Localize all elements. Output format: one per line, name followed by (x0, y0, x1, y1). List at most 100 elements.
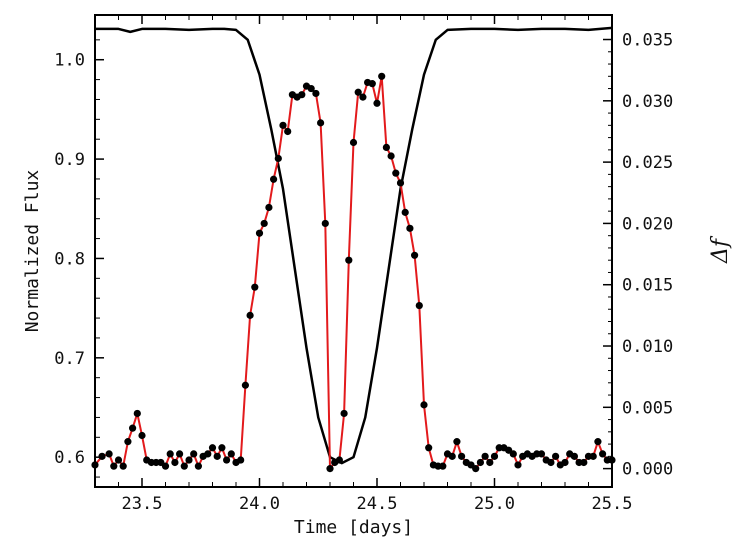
delta-f-data-point (124, 438, 132, 446)
delta-f-data-point (166, 450, 174, 458)
delta-f-data-point (594, 438, 602, 446)
delta-f-data-point (227, 450, 235, 458)
delta-f-data-point (439, 462, 447, 470)
delta-f-data-point (453, 438, 461, 446)
delta-f-data-point (171, 458, 179, 467)
delta-f-data-point (265, 203, 273, 212)
delta-f-data-point (161, 462, 170, 470)
x-axis: 23.5 24.0 24.5 25.0 25.5 (94, 15, 632, 514)
y-right-tick-label: 0.000 (622, 460, 673, 480)
y-right-tick-label: 0.020 (622, 214, 673, 234)
delta-f-data-point (514, 461, 522, 469)
delta-f-data-point (119, 462, 127, 470)
delta-f-data-point (270, 175, 278, 183)
delta-f-data-point (284, 127, 292, 136)
delta-f-data-point (312, 89, 320, 98)
delta-f-data-point (537, 450, 546, 458)
series-layer (91, 26, 616, 473)
delta-f-data-point (138, 431, 146, 440)
delta-f-data-point (411, 251, 419, 259)
delta-f-data-point (213, 452, 221, 460)
delta-f-data-point (415, 301, 423, 310)
y-left-tick-label: 0.6 (54, 448, 85, 468)
normalized-flux-series-line (95, 26, 613, 465)
x-tick-label: 24.0 (239, 494, 280, 514)
delta-f-data-point (129, 424, 137, 432)
delta-f-data-point (476, 458, 484, 467)
y-right-tick-label: 0.010 (622, 337, 673, 357)
delta-f-data-point (110, 462, 118, 470)
delta-f-data-point (321, 219, 329, 228)
delta-f-data-point (354, 88, 362, 96)
delta-f-data-point (180, 462, 188, 470)
left-y-axis-title: Normalized Flux (22, 170, 43, 333)
delta-f-data-point (382, 143, 390, 152)
y-left-tick-label: 1.0 (54, 51, 85, 71)
delta-f-data-point (552, 452, 560, 460)
delta-f-data-point (378, 72, 386, 80)
y-right-tick-label: 0.005 (622, 398, 673, 418)
delta-f-data-point (406, 224, 414, 232)
delta-f-data-point (589, 452, 597, 460)
delta-f-data-point (368, 80, 376, 88)
delta-f-data-point (580, 458, 588, 467)
delta-f-data-point (317, 119, 325, 127)
delta-f-data-point (561, 458, 569, 467)
y-left-tick-label: 0.9 (54, 150, 85, 170)
x-tick-label: 23.5 (122, 494, 163, 514)
delta-f-data-point (547, 458, 555, 467)
delta-f-data-point (185, 456, 193, 464)
delta-f-series-line (94, 75, 612, 470)
delta-f-data-point (340, 409, 348, 418)
left-y-axis: 0.6 0.7 0.8 0.9 1.0 (54, 39, 104, 478)
delta-f-data-point (204, 450, 212, 458)
right-y-axis: 0.000 0.005 0.010 0.015 0.020 0.025 0.030 0.035 (603, 31, 673, 480)
delta-f-data-point (335, 456, 343, 464)
delta-f-data-point (458, 452, 466, 460)
delta-f-data-point (237, 456, 245, 464)
delta-f-data-point (420, 401, 428, 409)
y-right-tick-label: 0.025 (622, 153, 673, 173)
delta-f-data-point (279, 121, 287, 129)
delta-f-data-point (359, 93, 367, 101)
delta-f-data-point (373, 99, 381, 107)
y-left-tick-label: 0.7 (54, 349, 85, 369)
delta-f-data-point (307, 84, 315, 93)
delta-f-data-point (509, 450, 517, 458)
delta-f-data-point (349, 138, 358, 147)
delta-f-data-point (105, 450, 113, 458)
delta-f-data-point (570, 452, 579, 460)
right-y-axis-title: Δf (708, 235, 733, 264)
delta-f-data-point (190, 450, 198, 458)
x-tick-label: 25.0 (474, 494, 515, 514)
delta-f-data-point (425, 444, 433, 452)
delta-f-data-point (114, 456, 123, 464)
delta-f-data-point (208, 444, 217, 452)
delta-f-data-point (218, 444, 226, 452)
delta-f-data-point (223, 456, 231, 464)
x-axis-title: Time [days] (294, 517, 413, 538)
delta-f-data-point (133, 409, 141, 418)
delta-f-data-point (448, 452, 456, 460)
y-right-tick-label: 0.015 (622, 276, 673, 296)
y-left-tick-label: 0.8 (54, 249, 85, 269)
delta-f-data-point (486, 458, 494, 467)
delta-f-data-point (246, 311, 254, 319)
delta-f-data-point (176, 450, 184, 458)
delta-f-data-point (490, 452, 499, 460)
y-right-tick-label: 0.030 (622, 92, 673, 112)
delta-f-data-point (194, 462, 202, 470)
delta-f-data-point (481, 452, 489, 460)
delta-f-data-point (387, 152, 395, 160)
plot-frame (94, 14, 613, 488)
delta-f-data-point (345, 256, 353, 264)
delta-f-data-point (401, 208, 409, 216)
delta-f-data-point (472, 465, 480, 473)
delta-f-data-point (326, 465, 334, 473)
delta-f-data-point (274, 154, 282, 163)
y-right-tick-label: 0.035 (622, 31, 673, 51)
delta-f-data-point (260, 219, 268, 228)
delta-f-data-point (241, 381, 249, 389)
x-tick-label: 24.5 (357, 494, 398, 514)
